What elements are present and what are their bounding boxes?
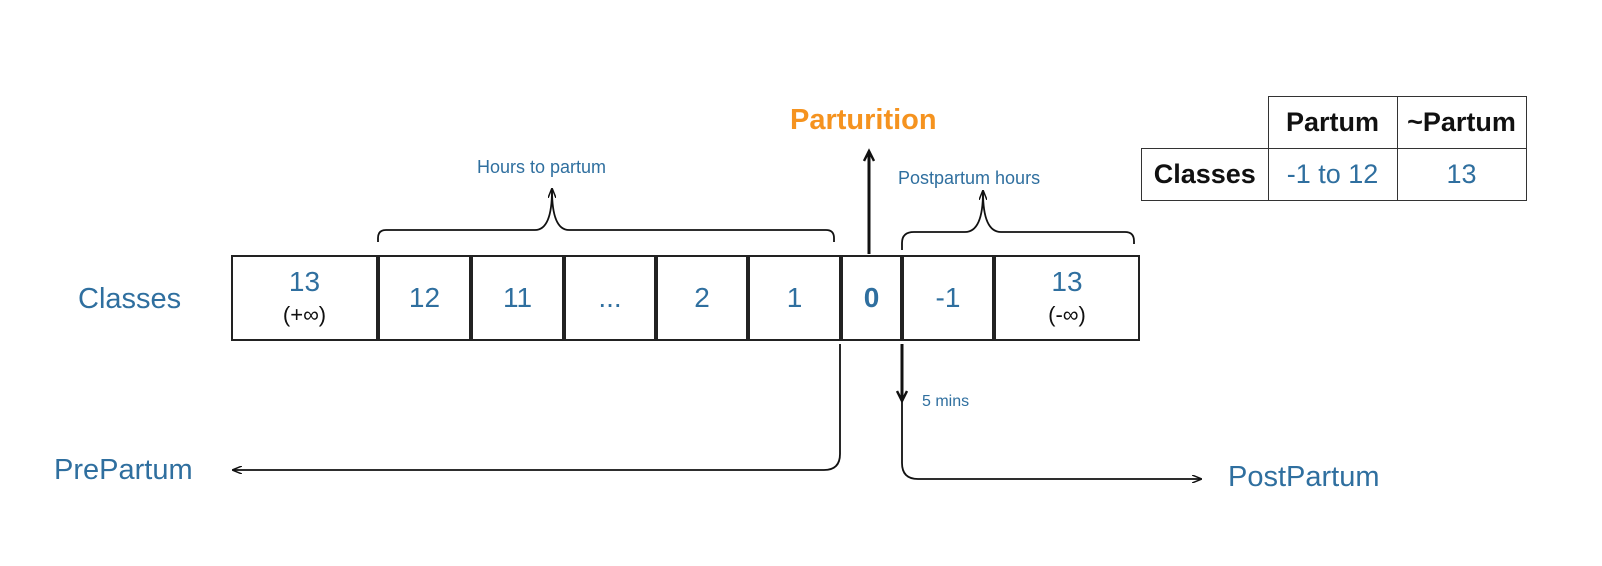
class-cell-minus-infinity: 13 (-∞): [994, 255, 1140, 341]
class-cell-sub: (+∞): [282, 302, 327, 328]
table-value-partum: -1 to 12: [1267, 148, 1398, 201]
hours-to-partum-brace: [377, 189, 835, 242]
prepartum-connector: [233, 344, 841, 470]
class-cell-12: 12: [378, 255, 471, 341]
partum-classes-table: Partum ~Partum Classes -1 to 12 13: [1141, 96, 1527, 201]
class-cell-value: 13: [288, 266, 321, 298]
hours-to-partum-label: Hours to partum: [477, 157, 607, 177]
class-cell-sub: (-∞): [1048, 302, 1086, 328]
table-row-label-classes: Classes: [1141, 148, 1269, 201]
table-value-not-partum: 13: [1396, 148, 1527, 201]
classes-row-label: Classes: [78, 283, 182, 315]
table-empty-cell: [1142, 97, 1269, 149]
class-cell-value: 12: [408, 281, 441, 313]
class-cell-plus-infinity: 13 (+∞): [231, 255, 378, 341]
class-cell-value: 0: [863, 281, 880, 313]
postpartum-hours-brace: [901, 191, 1135, 250]
prepartum-label: PrePartum: [54, 454, 193, 486]
postpartum-hours-label: Postpartum hours: [898, 168, 1041, 188]
class-cell-1: 1: [748, 255, 841, 341]
class-cell-0: 0: [841, 255, 902, 341]
table-header-partum: Partum: [1267, 96, 1398, 149]
five-mins-label: 5 mins: [922, 393, 970, 410]
parturition-label: Parturition: [790, 104, 937, 136]
class-cell-value: 13: [1051, 266, 1083, 298]
class-cell-value: 1: [786, 281, 803, 313]
postpartum-connector: [901, 400, 1201, 479]
postpartum-label: PostPartum: [1228, 461, 1380, 493]
class-cell-value: 2: [694, 281, 710, 313]
class-cell-minus-1: -1: [902, 255, 994, 341]
class-cell-value: -1: [935, 281, 961, 313]
class-cell-2: 2: [656, 255, 748, 341]
class-cell-ellipsis: ...: [564, 255, 656, 341]
class-cell-value: 11: [502, 281, 533, 313]
table-header-not-partum: ~Partum: [1396, 96, 1527, 149]
class-cell-11: 11: [471, 255, 564, 341]
class-cell-value: ...: [598, 281, 622, 313]
